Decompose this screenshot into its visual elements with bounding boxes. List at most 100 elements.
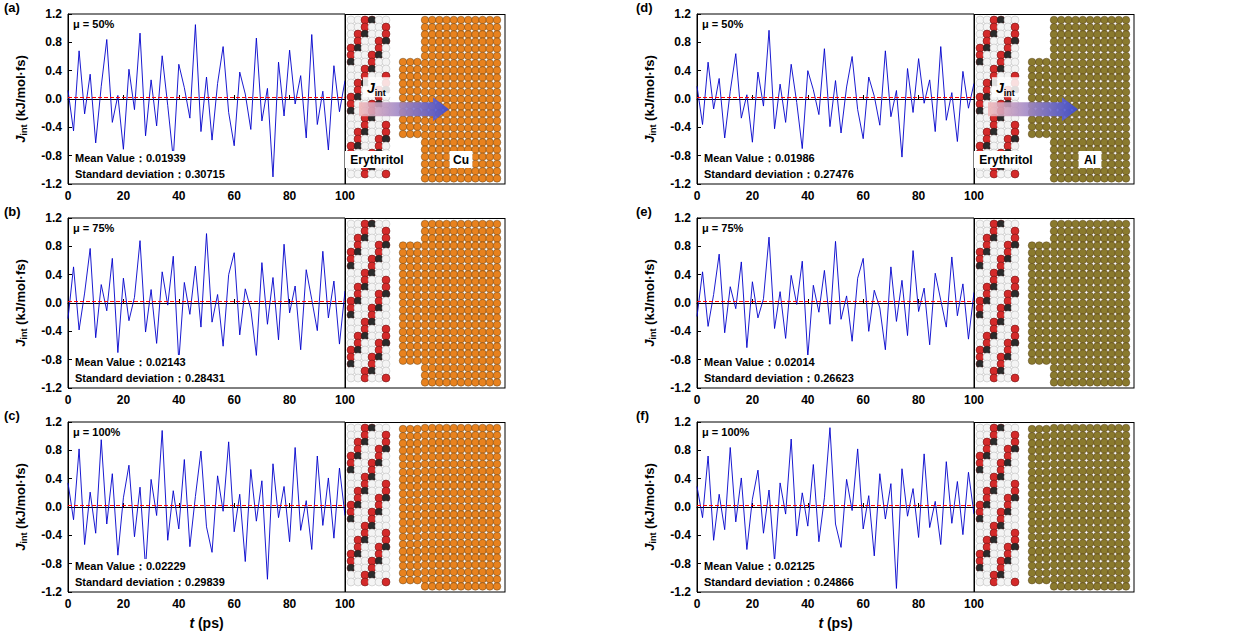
svg-text:20: 20 [117,597,131,611]
svg-text:0.0: 0.0 [674,296,691,310]
svg-text:1.2: 1.2 [45,415,62,429]
svg-text:0.0: 0.0 [674,500,691,514]
svg-text:40: 40 [172,189,186,203]
svg-text:100: 100 [964,189,984,203]
svg-text:0.0: 0.0 [45,92,62,106]
svg-text:20: 20 [746,597,760,611]
svg-text:μ = 50%: μ = 50% [73,18,115,30]
svg-text:100: 100 [335,189,355,203]
svg-text:-0.8: -0.8 [41,353,62,367]
svg-text:μ = 100%: μ = 100% [702,426,750,438]
svg-text:(kJ/mol·fs): (kJ/mol·fs) [642,259,657,328]
svg-text:Standard deviation：0.30715: Standard deviation：0.30715 [75,168,225,180]
svg-text:1.2: 1.2 [45,7,62,21]
svg-text:-1.2: -1.2 [670,585,691,599]
svg-text:0.8: 0.8 [674,443,691,457]
svg-text:Standard deviation：0.28431: Standard deviation：0.28431 [75,372,225,384]
svg-text:(e): (e) [636,204,652,219]
svg-text:0.4: 0.4 [45,64,62,78]
svg-text:0: 0 [694,189,701,203]
svg-text:int: int [648,533,658,544]
svg-text:int: int [648,329,658,340]
svg-text:0.8: 0.8 [674,239,691,253]
svg-text:100: 100 [335,393,355,407]
svg-text:int: int [19,329,29,340]
svg-text:-0.4: -0.4 [670,528,691,542]
svg-text:1.2: 1.2 [674,211,691,225]
svg-text:-0.8: -0.8 [670,353,691,367]
svg-text:Standard deviation：0.26623: Standard deviation：0.26623 [704,372,854,384]
svg-text:100: 100 [964,393,984,407]
svg-text:0: 0 [694,393,701,407]
svg-text:Mean Value：0.02014: Mean Value：0.02014 [704,356,816,368]
svg-text:60: 60 [228,189,242,203]
svg-text:60: 60 [857,189,871,203]
svg-text:(c): (c) [4,408,20,423]
svg-text:int: int [19,125,29,136]
svg-text:-1.2: -1.2 [670,381,691,395]
svg-text:-1.2: -1.2 [41,585,62,599]
svg-text:-0.4: -0.4 [670,324,691,338]
svg-text:20: 20 [117,393,131,407]
svg-text:0: 0 [694,597,701,611]
svg-text:(kJ/mol·fs): (kJ/mol·fs) [642,463,657,532]
svg-text:1.2: 1.2 [45,211,62,225]
svg-text:40: 40 [801,189,815,203]
svg-text:-1.2: -1.2 [41,381,62,395]
svg-text:1.2: 1.2 [674,7,691,21]
svg-text:0.8: 0.8 [45,443,62,457]
svg-text:40: 40 [172,393,186,407]
svg-text:Mean Value：0.02125: Mean Value：0.02125 [704,560,815,572]
svg-text:μ = 100%: μ = 100% [73,426,121,438]
svg-text:-0.4: -0.4 [41,324,62,338]
svg-text:-0.8: -0.8 [41,557,62,571]
svg-text:0.8: 0.8 [45,35,62,49]
svg-text:40: 40 [172,597,186,611]
svg-text:0.0: 0.0 [45,296,62,310]
svg-text:80: 80 [283,189,297,203]
svg-text:0: 0 [65,597,72,611]
svg-text:Jint: Jint [367,80,386,98]
svg-text:0.4: 0.4 [45,268,62,282]
svg-text:100: 100 [964,597,984,611]
svg-text:μ = 75%: μ = 75% [702,222,744,234]
svg-text:80: 80 [283,393,297,407]
svg-text:Al: Al [1084,153,1096,167]
svg-text:Erythritol: Erythritol [979,153,1032,167]
svg-text:(ps): (ps) [194,615,224,631]
svg-text:(a): (a) [4,0,20,15]
svg-text:-0.8: -0.8 [41,149,62,163]
svg-text:Mean Value：0.01986: Mean Value：0.01986 [704,152,815,164]
svg-text:0: 0 [65,189,72,203]
svg-text:Mean Value：0.01939: Mean Value：0.01939 [75,152,186,164]
svg-text:(kJ/mol·fs): (kJ/mol·fs) [13,259,28,328]
svg-text:0.4: 0.4 [674,268,691,282]
svg-text:μ = 50%: μ = 50% [702,18,744,30]
svg-text:(kJ/mol·fs): (kJ/mol·fs) [13,55,28,124]
svg-text:-0.4: -0.4 [41,528,62,542]
svg-text:(kJ/mol·fs): (kJ/mol·fs) [642,55,657,124]
svg-text:0.0: 0.0 [674,92,691,106]
svg-text:μ = 75%: μ = 75% [73,222,115,234]
svg-text:-1.2: -1.2 [41,177,62,191]
svg-text:0.4: 0.4 [674,472,691,486]
svg-text:Mean Value：0.02143: Mean Value：0.02143 [75,356,186,368]
svg-text:80: 80 [283,597,297,611]
svg-text:Standard deviation：0.29839: Standard deviation：0.29839 [75,576,225,588]
svg-text:-0.8: -0.8 [670,149,691,163]
svg-text:int: int [19,533,29,544]
svg-text:int: int [648,125,658,136]
svg-text:(f): (f) [636,408,649,423]
svg-text:(d): (d) [636,0,653,15]
svg-text:Standard deviation：0.24866: Standard deviation：0.24866 [704,576,854,588]
svg-text:(ps): (ps) [823,615,853,631]
svg-text:1.2: 1.2 [674,415,691,429]
svg-text:20: 20 [746,189,760,203]
svg-text:(b): (b) [4,204,21,219]
svg-text:0.8: 0.8 [674,35,691,49]
svg-text:20: 20 [746,393,760,407]
svg-text:0.8: 0.8 [45,239,62,253]
svg-text:(kJ/mol·fs): (kJ/mol·fs) [13,463,28,532]
svg-text:60: 60 [228,597,242,611]
svg-text:80: 80 [912,189,926,203]
